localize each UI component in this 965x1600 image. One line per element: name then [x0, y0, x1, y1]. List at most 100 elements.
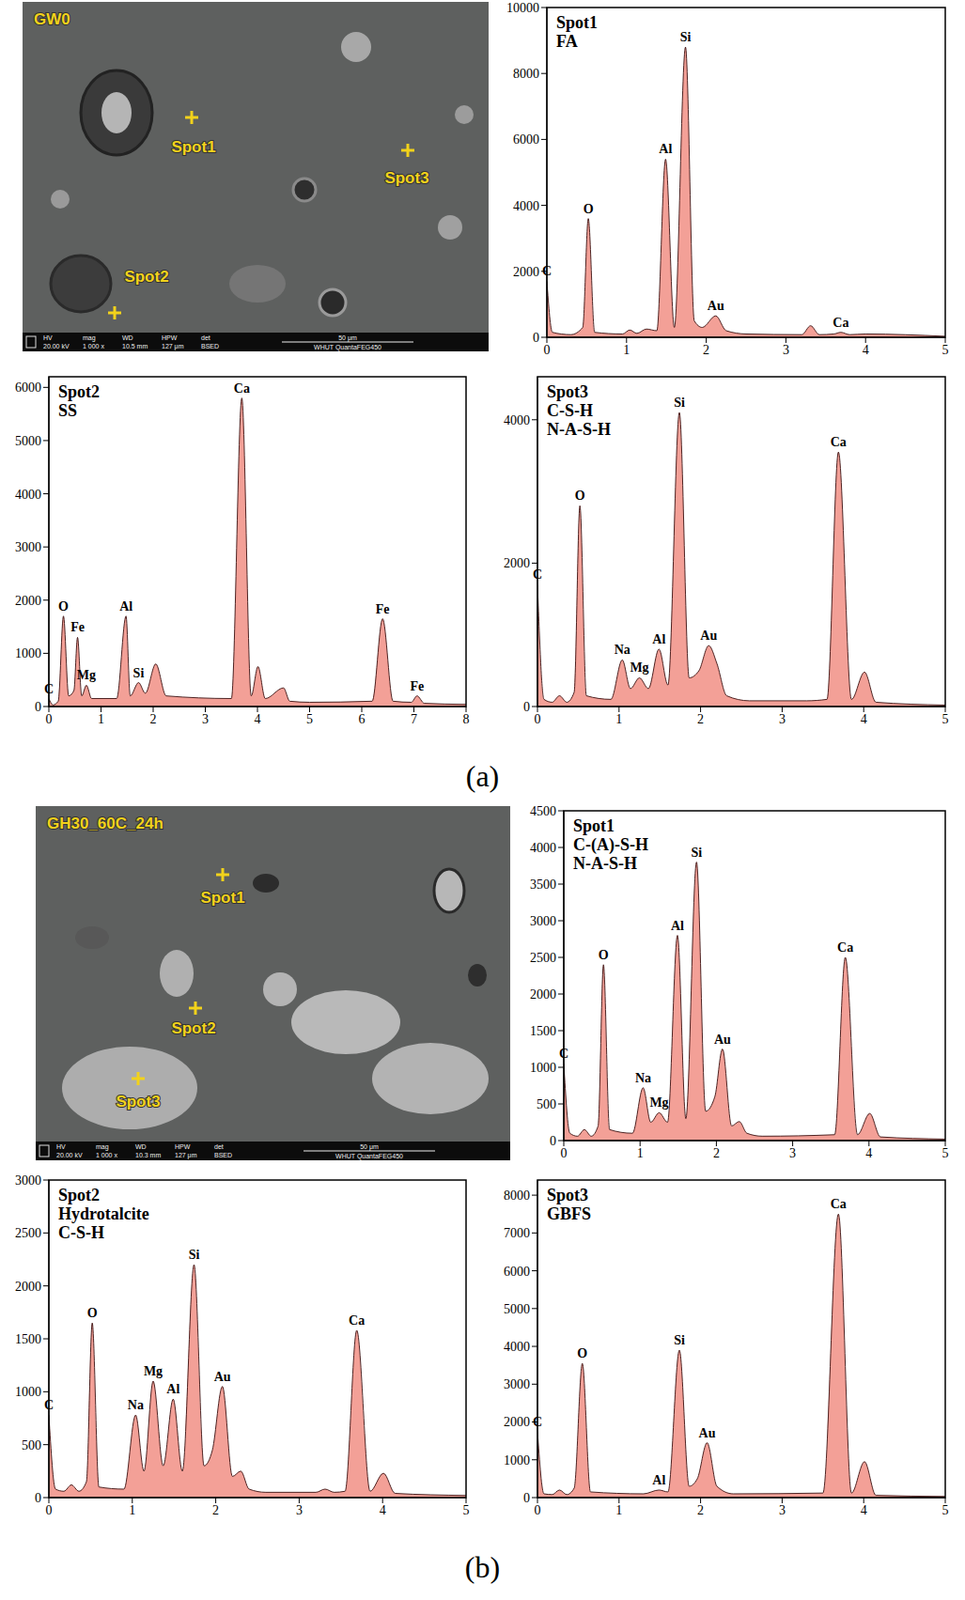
svg-text:Au: Au: [699, 1426, 716, 1441]
svg-text:Na: Na: [614, 642, 631, 657]
svg-text:Si: Si: [680, 30, 692, 45]
svg-text:1: 1: [615, 1503, 623, 1518]
svg-text:HPW: HPW: [174, 1143, 191, 1151]
svg-text:5: 5: [942, 712, 950, 727]
svg-text:Al: Al: [652, 1473, 666, 1488]
svg-text:Na: Na: [635, 1071, 652, 1086]
svg-text:O: O: [575, 488, 586, 503]
svg-text:Spot1: Spot1: [171, 138, 216, 156]
svg-text:4000: 4000: [15, 487, 42, 502]
svg-text:2000: 2000: [15, 1279, 42, 1294]
svg-text:6000: 6000: [513, 132, 540, 147]
svg-text:Mg: Mg: [629, 660, 649, 675]
svg-text:3: 3: [778, 712, 786, 727]
svg-text:Al: Al: [166, 1382, 180, 1397]
svg-text:HPW: HPW: [161, 334, 178, 342]
svg-text:8000: 8000: [503, 1188, 530, 1203]
svg-text:0: 0: [549, 1134, 557, 1149]
svg-text:C: C: [532, 567, 543, 582]
svg-text:mag: mag: [82, 334, 96, 343]
svg-text:Ca: Ca: [837, 940, 854, 955]
svg-text:Spot1: Spot1: [200, 888, 245, 907]
svg-text:2: 2: [697, 1503, 704, 1518]
svg-text:Mg: Mg: [143, 1364, 163, 1379]
svg-text:3500: 3500: [529, 877, 557, 892]
svg-text:2000: 2000: [503, 1415, 530, 1430]
svg-text:5: 5: [306, 712, 313, 727]
svg-text:3000: 3000: [15, 540, 42, 555]
svg-text:WD: WD: [122, 334, 134, 342]
svg-text:127 μm: 127 μm: [174, 1151, 198, 1160]
svg-text:2000: 2000: [529, 987, 557, 1002]
svg-text:6000: 6000: [15, 380, 42, 395]
svg-text:0: 0: [46, 712, 53, 727]
svg-text:GH30_60C_24h: GH30_60C_24h: [46, 814, 164, 833]
svg-text:Spot3: Spot3: [384, 169, 429, 187]
svg-text:0: 0: [532, 330, 540, 345]
svg-text:5: 5: [942, 1146, 950, 1161]
svg-text:1: 1: [622, 342, 630, 358]
svg-text:Mg: Mg: [77, 668, 96, 683]
svg-text:10.3 mm: 10.3 mm: [135, 1151, 161, 1159]
svg-text:0: 0: [523, 700, 530, 715]
svg-text:2: 2: [150, 712, 157, 727]
svg-text:Spot2: Spot2: [171, 1019, 216, 1038]
svg-text:Al: Al: [658, 141, 672, 156]
svg-text:Spot2: Spot2: [124, 267, 169, 286]
svg-text:3000: 3000: [15, 1173, 42, 1188]
svg-text:2000: 2000: [15, 593, 42, 608]
svg-text:4000: 4000: [503, 1339, 530, 1355]
svg-text:2000: 2000: [503, 556, 530, 571]
svg-text:WHUT QuantaFEG450: WHUT QuantaFEG450: [313, 343, 382, 352]
svg-text:0: 0: [544, 342, 551, 358]
svg-text:4: 4: [862, 342, 870, 358]
svg-text:5: 5: [942, 342, 950, 358]
svg-text:Spot3: Spot3: [115, 1092, 160, 1111]
svg-text:0: 0: [534, 712, 542, 727]
svg-text:1: 1: [637, 1146, 644, 1161]
svg-text:3: 3: [202, 712, 209, 727]
svg-text:0: 0: [523, 1491, 530, 1506]
svg-text:7: 7: [410, 712, 418, 727]
svg-text:50 μm: 50 μm: [338, 334, 358, 343]
svg-text:0: 0: [560, 1146, 568, 1161]
svg-text:2: 2: [713, 1146, 720, 1161]
svg-text:0: 0: [34, 700, 42, 715]
svg-text:HV: HV: [43, 334, 53, 342]
svg-text:Au: Au: [714, 1032, 732, 1047]
svg-text:Al: Al: [652, 632, 666, 647]
svg-text:3: 3: [789, 1146, 796, 1161]
svg-text:3: 3: [782, 342, 790, 358]
svg-text:1: 1: [97, 712, 105, 727]
svg-text:det: det: [201, 334, 211, 342]
svg-text:Ca: Ca: [832, 315, 849, 330]
svg-text:Si: Si: [673, 395, 685, 410]
svg-text:1000: 1000: [15, 646, 42, 661]
svg-text:1500: 1500: [529, 1024, 557, 1039]
svg-text:Ca: Ca: [233, 381, 250, 396]
svg-text:O: O: [576, 1346, 588, 1361]
svg-text:Au: Au: [214, 1369, 232, 1385]
svg-text:2000: 2000: [513, 264, 540, 280]
svg-text:Si: Si: [690, 845, 702, 860]
svg-text:Si: Si: [673, 1333, 685, 1348]
svg-text:2: 2: [212, 1503, 219, 1518]
svg-text:1: 1: [128, 1503, 136, 1518]
svg-text:C: C: [559, 1046, 569, 1061]
svg-text:4: 4: [379, 1503, 387, 1518]
svg-text:Al: Al: [119, 599, 133, 614]
svg-text:2: 2: [702, 342, 710, 358]
svg-text:Mg: Mg: [649, 1095, 669, 1110]
svg-text:C: C: [532, 1415, 543, 1430]
svg-text:1 000 x: 1 000 x: [95, 1151, 118, 1159]
svg-text:20.00 kV: 20.00 kV: [56, 1151, 83, 1159]
svg-text:500: 500: [21, 1438, 42, 1453]
svg-text:1: 1: [615, 712, 623, 727]
svg-text:HV: HV: [56, 1143, 66, 1151]
svg-text:50 μm: 50 μm: [359, 1143, 379, 1152]
svg-text:Fe: Fe: [70, 620, 85, 635]
svg-text:C: C: [44, 682, 54, 697]
svg-text:WHUT QuantaFEG450: WHUT QuantaFEG450: [335, 1152, 404, 1161]
svg-text:BSED: BSED: [214, 1151, 233, 1159]
svg-text:Au: Au: [707, 298, 725, 313]
